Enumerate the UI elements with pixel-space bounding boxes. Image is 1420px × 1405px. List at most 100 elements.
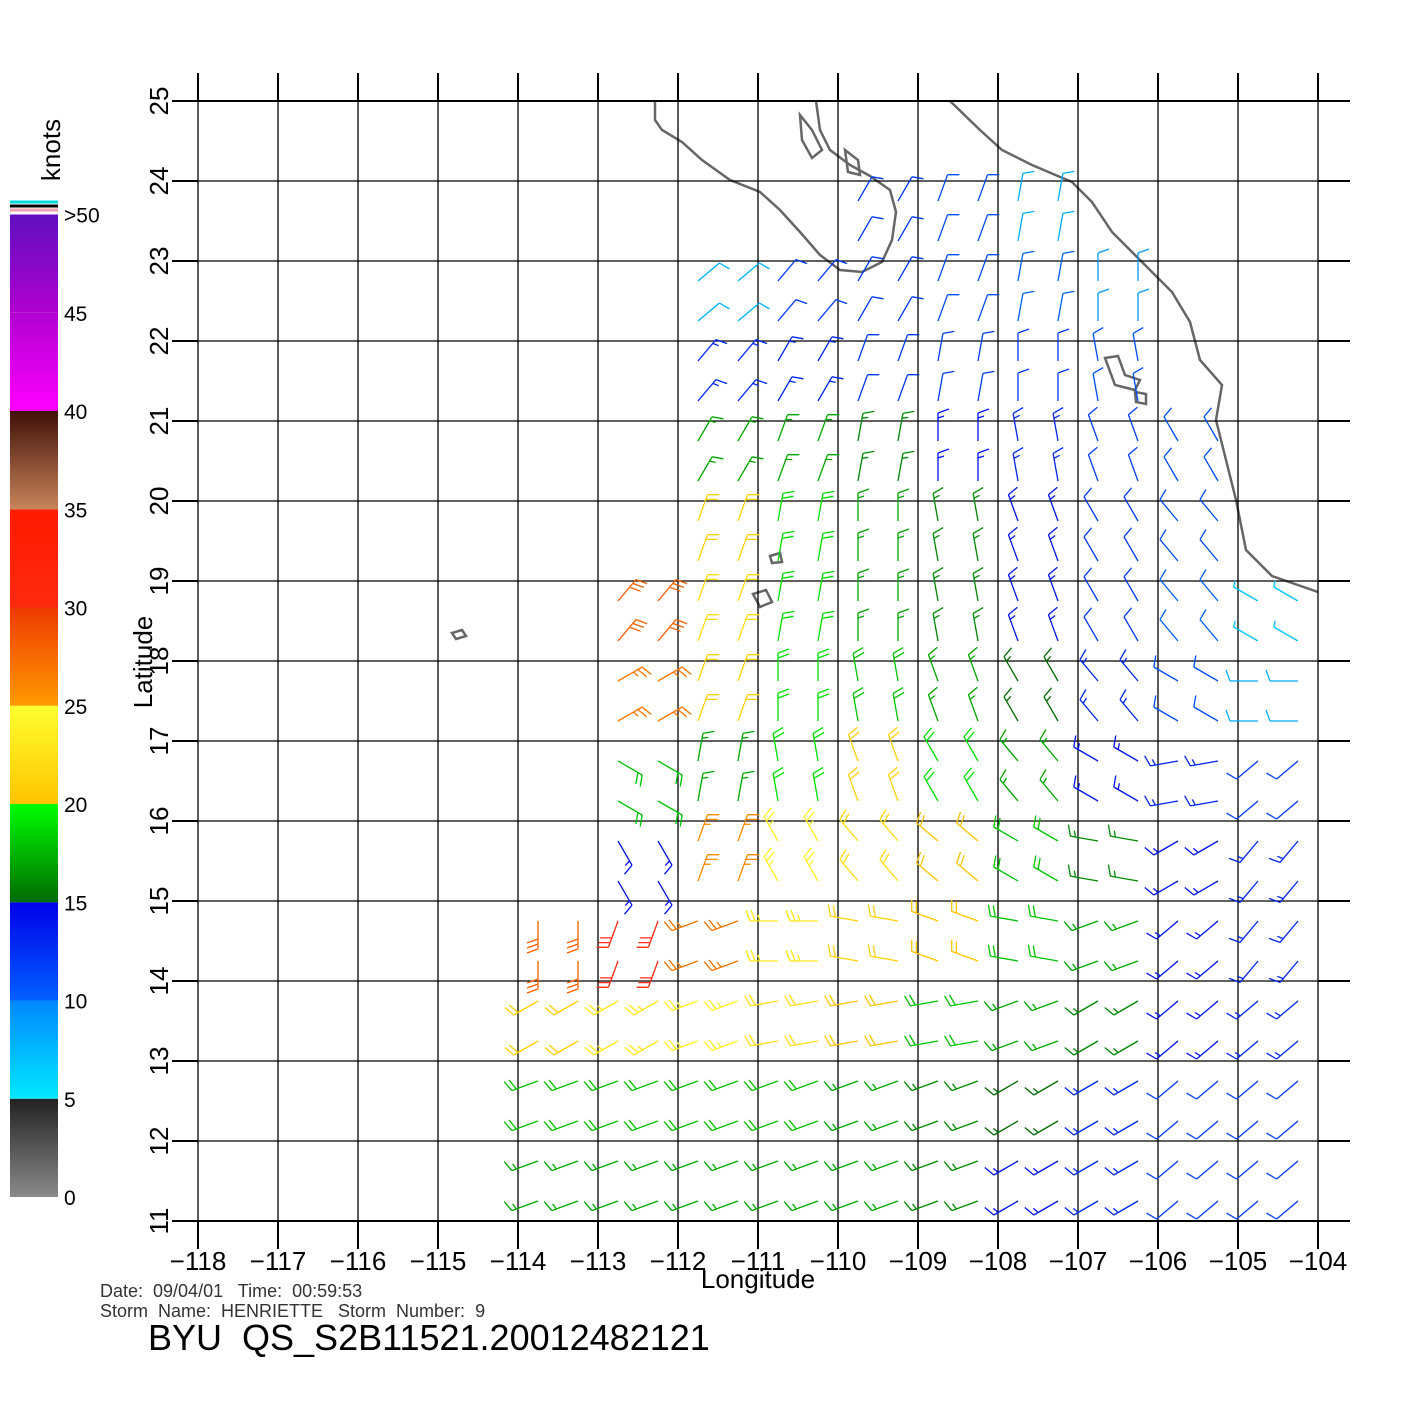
wind-barb	[583, 1160, 619, 1172]
wind-barb	[1273, 580, 1299, 602]
wind-barb	[1119, 689, 1139, 722]
wind-barb	[1043, 687, 1059, 722]
y-tick-label: 11	[144, 1208, 174, 1235]
wind-barb	[1203, 447, 1219, 482]
wind-barb	[1266, 1120, 1299, 1140]
y-tick-label: 15	[144, 887, 174, 916]
wind-barb	[657, 666, 692, 682]
wind-barb	[817, 336, 844, 362]
wind-barb	[1273, 620, 1299, 642]
wind-barb	[737, 814, 760, 842]
wind-barb	[1017, 170, 1035, 202]
wind-barb	[1226, 1120, 1259, 1140]
wind-barb	[697, 338, 728, 362]
wind-barb	[1186, 1160, 1219, 1180]
wind-barb	[1228, 920, 1259, 944]
wind-barb	[1225, 669, 1258, 682]
wind-barb	[623, 1079, 659, 1092]
wind-barb	[984, 1200, 1019, 1216]
colorbar-title: knots	[36, 119, 66, 181]
wind-barb	[1123, 607, 1139, 642]
wind-barb	[663, 1039, 699, 1052]
wind-barb	[932, 487, 944, 522]
wind-barb	[817, 570, 835, 602]
colorbar-label: 35	[64, 499, 87, 522]
wind-barb	[1113, 735, 1139, 762]
wind-barb	[617, 800, 643, 827]
wind-barb	[1144, 795, 1179, 807]
wind-barb	[1007, 566, 1019, 602]
wind-barb	[785, 909, 818, 922]
wind-barb	[857, 608, 870, 641]
wind-barb	[817, 688, 830, 721]
wind-barb	[777, 688, 790, 721]
wind-barb	[663, 1200, 699, 1212]
wind-barb	[1127, 406, 1139, 442]
wind-barb	[857, 176, 884, 202]
y-tick-label: 13	[144, 1047, 174, 1076]
wind-barb	[1104, 1040, 1139, 1056]
wind-barb	[737, 654, 760, 682]
wind-barb	[777, 454, 800, 482]
x-tick-label: −117	[250, 1246, 307, 1276]
wind-barb	[623, 1200, 659, 1212]
wind-barb	[863, 1120, 899, 1132]
wind-barb	[737, 730, 755, 762]
wind-barb	[1067, 824, 1099, 842]
wind-barb	[1163, 447, 1179, 482]
wind-barb	[1043, 647, 1059, 682]
wind-barb	[1226, 760, 1259, 780]
wind-barb	[857, 568, 870, 601]
wind-barb	[697, 416, 724, 442]
wind-barb	[911, 939, 939, 962]
wind-barb	[1137, 288, 1150, 321]
colorbar-segment	[10, 1098, 58, 1197]
wind-barb	[504, 1000, 539, 1016]
wind-barb	[1083, 607, 1099, 642]
wind-barb	[1153, 655, 1179, 682]
wind-barb	[1052, 447, 1064, 482]
wind-barb	[745, 949, 778, 962]
wind-barb	[915, 851, 939, 882]
wind-barb	[987, 904, 1019, 922]
wind-barb	[903, 1080, 939, 1092]
wind-barb	[812, 727, 825, 762]
wind-barb	[1023, 1040, 1059, 1052]
wind-barb	[697, 456, 724, 482]
wind-barb	[737, 534, 760, 562]
wind-barb	[1017, 210, 1035, 242]
wind-barb	[897, 450, 915, 482]
wind-barb	[777, 258, 808, 282]
wind-barb	[915, 811, 939, 842]
wind-barb	[857, 488, 870, 521]
y-tick-label: 19	[144, 567, 174, 596]
wind-barb	[1265, 709, 1298, 722]
wind-barb	[943, 1080, 979, 1092]
wind-barb	[803, 847, 819, 882]
x-tick-label: −118	[170, 1246, 227, 1276]
colorbar-cap	[10, 200, 58, 204]
wind-barb	[1146, 1160, 1179, 1180]
wind-barb	[743, 1200, 779, 1212]
x-tick-label: −110	[810, 1246, 867, 1276]
wind-barb	[697, 302, 730, 322]
wind-barb	[951, 899, 979, 922]
wind-barb	[623, 1160, 659, 1172]
wind-barb	[1144, 840, 1179, 856]
y-tick-label: 25	[144, 87, 174, 116]
wind-barb	[596, 920, 619, 948]
wind-barb	[897, 410, 915, 442]
wind-barb	[937, 174, 960, 202]
wind-barb	[817, 648, 830, 681]
wind-barb	[617, 760, 643, 787]
wind-barb	[1039, 729, 1059, 762]
wind-barb	[636, 920, 659, 948]
wind-barb	[927, 646, 939, 682]
wind-barb	[1104, 1160, 1139, 1176]
colorbar-label: 0	[64, 1187, 76, 1210]
wind-barb	[703, 919, 739, 932]
colorbar-segment	[10, 804, 58, 903]
wind-barb	[1083, 487, 1099, 522]
colorbar-segment	[10, 312, 58, 411]
wind-barb	[1113, 775, 1139, 802]
